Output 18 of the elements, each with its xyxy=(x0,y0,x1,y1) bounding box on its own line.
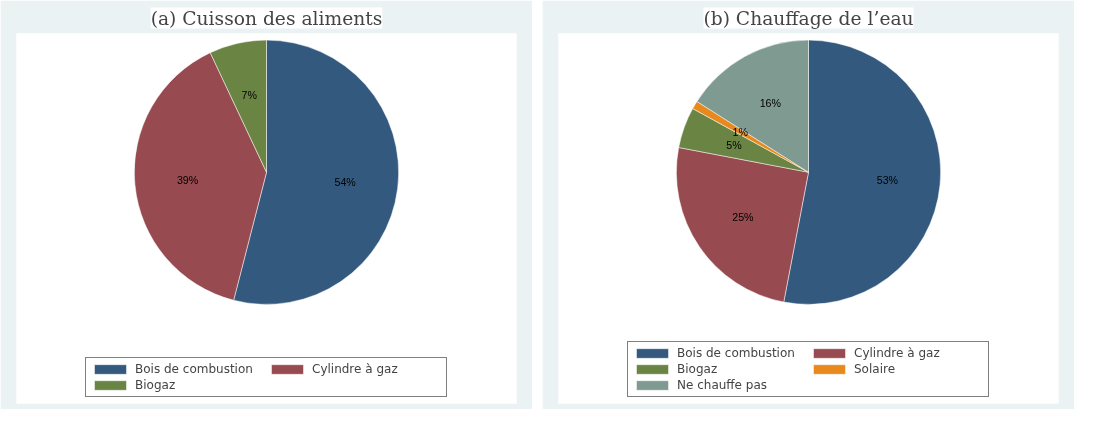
data-label: 7% xyxy=(241,88,258,101)
legend-label: Solaire xyxy=(854,362,897,376)
legend-label: Bois de combustion xyxy=(135,362,254,376)
legend-label: Bois de combustion xyxy=(677,346,796,360)
chart-title: (b) Chauffage de l’eau xyxy=(703,7,914,29)
data-label: 25% xyxy=(732,210,755,223)
legend-label: Cylindre à gaz xyxy=(854,346,941,360)
data-label: 39% xyxy=(176,173,199,186)
legend-label: Biogaz xyxy=(677,362,719,376)
data-label: 5% xyxy=(726,139,743,152)
data-label: 53% xyxy=(876,173,899,186)
legend-label: Cylindre à gaz xyxy=(312,362,399,376)
legend-label: Ne chauffe pas xyxy=(677,378,769,392)
data-label: 1% xyxy=(732,125,749,138)
data-label: 16% xyxy=(759,96,782,109)
chart-title: (a) Cuisson des aliments xyxy=(150,7,383,29)
legend-label: Biogaz xyxy=(135,378,177,392)
data-label: 54% xyxy=(334,176,357,189)
